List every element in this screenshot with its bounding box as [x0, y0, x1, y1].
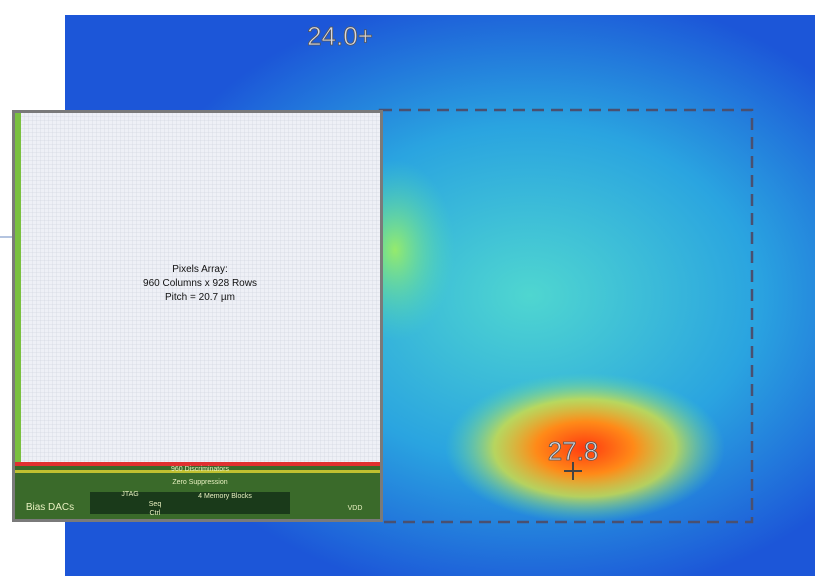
reference-label: 24.0+: [307, 21, 373, 51]
block-label: Zero Suppression: [172, 479, 227, 486]
max-label: 27.8: [548, 436, 599, 466]
block-label: 4 Memory Blocks: [198, 493, 252, 500]
chip-line: Pitch = 20.7 µm: [165, 292, 235, 303]
block-label: JTAG: [121, 491, 138, 498]
block-label: Seq: [149, 501, 162, 508]
block-label: Ctrl: [150, 510, 161, 517]
page: {"thermal_map": {"reference_label": "24.…: [0, 0, 815, 576]
block-label: 960 Discriminators: [171, 466, 229, 473]
memory-area: [90, 492, 290, 514]
pixel-array: [15, 113, 380, 519]
figure: 24.0+ 27.8 Pixels Array: 960 Columns x 9…: [0, 0, 815, 576]
chip-layout: Pixels Array: 960 Columns x 928 Rows Pit…: [12, 110, 383, 522]
block-label: Bias DACs: [26, 502, 74, 513]
side-strip: [15, 113, 21, 463]
block-label: VDD: [348, 505, 363, 512]
chip-line: Pixels Array:: [172, 264, 228, 275]
chip-line: 960 Columns x 928 Rows: [143, 278, 257, 289]
